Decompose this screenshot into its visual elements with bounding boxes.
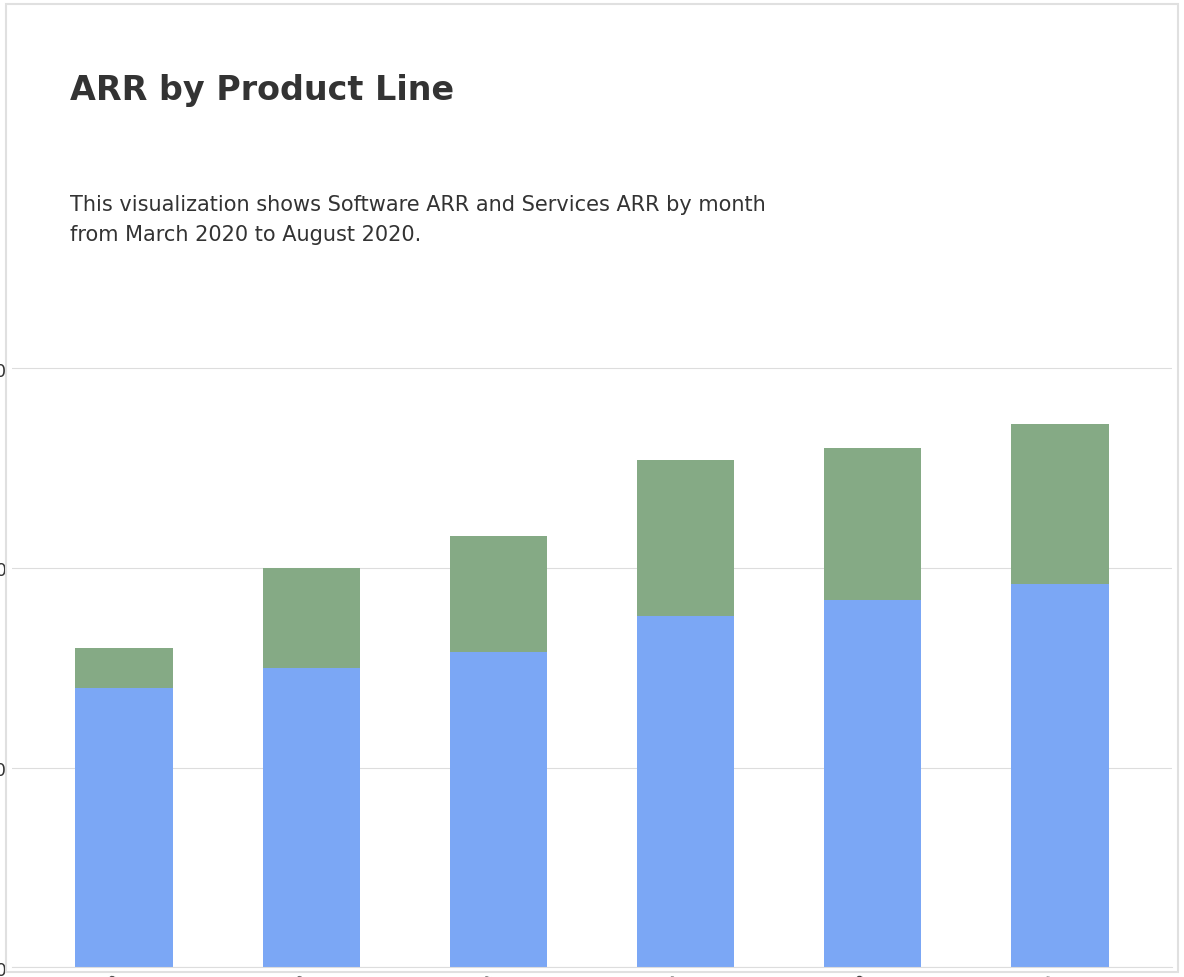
Bar	[1011, 584, 1108, 967]
Text: ARR by Product Line: ARR by Product Line	[70, 73, 453, 106]
Bar	[637, 616, 734, 967]
Text: This visualization shows Software ARR and Services ARR by month
from March 2020 : This visualization shows Software ARR an…	[70, 194, 766, 244]
Bar	[76, 648, 173, 688]
Bar	[824, 448, 921, 600]
Bar	[450, 536, 547, 652]
Bar	[1011, 425, 1108, 584]
Bar	[263, 668, 360, 967]
Bar	[76, 688, 173, 967]
Bar	[263, 569, 360, 668]
Bar	[824, 600, 921, 967]
Bar	[450, 652, 547, 967]
Bar	[637, 460, 734, 616]
